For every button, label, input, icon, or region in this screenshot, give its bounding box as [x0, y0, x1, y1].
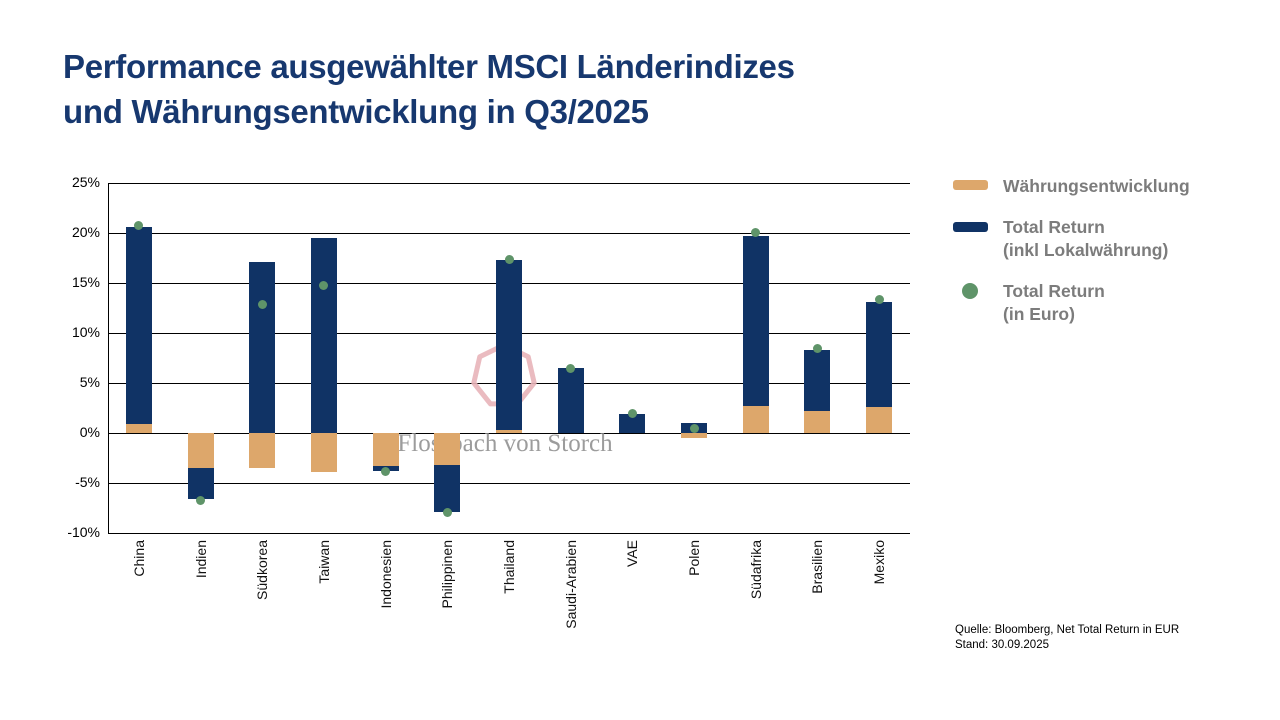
- legend-label-total-return-euro-line2: (in Euro): [1003, 304, 1075, 324]
- legend-item-total-return-euro: Total Return (in Euro): [953, 280, 1105, 326]
- bar-currency-segment: [496, 430, 522, 433]
- x-axis-label: Brasilien: [809, 540, 826, 594]
- x-axis-label: VAE: [624, 540, 641, 567]
- legend-item-total-return-local: Total Return (inkl Lokalwährung): [953, 216, 1168, 262]
- euro-return-dot: [381, 466, 391, 476]
- x-axis-label: Saudi-Arabien: [562, 540, 579, 629]
- source-line2: Stand: 30.09.2025: [955, 639, 1049, 651]
- legend-label-total-return-local: Total Return (inkl Lokalwährung): [1003, 216, 1168, 262]
- bar-return-segment: [866, 302, 893, 407]
- x-axis-label: Philippinen: [439, 540, 456, 609]
- y-tick-label: 20%: [71, 224, 100, 240]
- legend-label-total-return-euro-line1: Total Return: [1003, 281, 1105, 301]
- gridline: [108, 482, 910, 484]
- bar-currency-segment: [804, 411, 831, 433]
- x-axis-label: Südafrika: [747, 540, 764, 600]
- legend-label-total-return-local-line1: Total Return: [1003, 217, 1105, 237]
- bar-currency-segment: [187, 433, 214, 468]
- bar-currency-segment: [866, 407, 893, 433]
- y-tick-label: 25%: [71, 174, 100, 190]
- bar-return-segment: [804, 350, 831, 411]
- euro-return-dot: [751, 227, 761, 237]
- x-axis-label: Indien: [192, 540, 209, 579]
- gridline: [108, 182, 910, 184]
- legend-label-total-return-local-line2: (inkl Lokalwährung): [1003, 240, 1169, 260]
- legend-label-total-return-euro: Total Return (in Euro): [1003, 280, 1105, 326]
- bar-currency-segment: [681, 433, 708, 438]
- page-title-line1: Performance ausgewählter MSCI Länderindi…: [63, 48, 795, 85]
- y-tick-label: 15%: [71, 274, 100, 290]
- euro-return-dot: [442, 507, 452, 517]
- bar-currency-segment: [249, 433, 276, 468]
- bar-currency-segment: [372, 433, 399, 466]
- source-line1: Quelle: Bloomberg, Net Total Return in E…: [955, 624, 1180, 636]
- euro-return-dot: [627, 408, 637, 418]
- bar-currency-segment: [310, 433, 337, 472]
- y-tick-label: -10%: [67, 524, 100, 540]
- watermark-text: Flossbach von Storch: [397, 430, 613, 457]
- euro-return-dot: [874, 294, 884, 304]
- legend-label-currency: Währungsentwicklung: [1003, 176, 1190, 196]
- y-tick-label: 5%: [79, 374, 100, 390]
- source-note: Quelle: Bloomberg, Net Total Return in E…: [955, 623, 1179, 653]
- y-tick-label: 0%: [79, 424, 100, 440]
- euro-return-dot: [812, 343, 822, 353]
- euro-return-dot: [689, 423, 699, 433]
- x-axis-label: Mexiko: [871, 540, 888, 585]
- gridline: [108, 532, 910, 534]
- bar-return-segment: [619, 414, 646, 433]
- page-title-line2: und Währungsentwicklung in Q3/2025: [63, 93, 649, 130]
- euro-return-dot: [134, 220, 144, 230]
- bar-currency-segment: [742, 406, 769, 433]
- x-axis-label: Südkorea: [254, 540, 271, 600]
- y-tick-label: 10%: [71, 324, 100, 340]
- bar-return-segment: [496, 260, 522, 430]
- page-title: Performance ausgewählter MSCI Länderindi…: [63, 44, 795, 134]
- bar-return-segment: [310, 238, 337, 433]
- total-return-euro-dot-icon: [962, 283, 978, 299]
- euro-return-dot: [319, 280, 329, 290]
- total-return-local-swatch-icon: [953, 222, 988, 232]
- currency-swatch-icon: [953, 180, 988, 190]
- y-tick-label: -5%: [75, 474, 100, 490]
- gridline: [108, 232, 910, 234]
- x-axis-label: Thailand: [501, 540, 517, 594]
- euro-return-dot: [257, 299, 267, 309]
- y-axis-line: [108, 183, 109, 533]
- bar-return-segment: [249, 262, 276, 433]
- bar-return-segment: [187, 468, 214, 499]
- x-axis-label: Indonesien: [377, 540, 394, 609]
- x-axis-label: China: [130, 540, 147, 577]
- gridline: [108, 432, 910, 434]
- x-axis-label: Polen: [686, 540, 703, 576]
- bar-return-segment: [125, 227, 152, 424]
- bar-return-segment: [742, 236, 769, 406]
- bar-currency-segment: [125, 424, 152, 433]
- bar-currency-segment: [434, 433, 461, 465]
- bar-return-segment: [434, 465, 461, 512]
- euro-return-dot: [196, 495, 206, 505]
- legend-item-currency: Währungsentwicklung: [953, 175, 1190, 198]
- euro-return-dot: [504, 254, 514, 264]
- euro-return-dot: [566, 363, 576, 373]
- bar-return-segment: [557, 368, 584, 433]
- x-axis-label: Taiwan: [315, 540, 332, 584]
